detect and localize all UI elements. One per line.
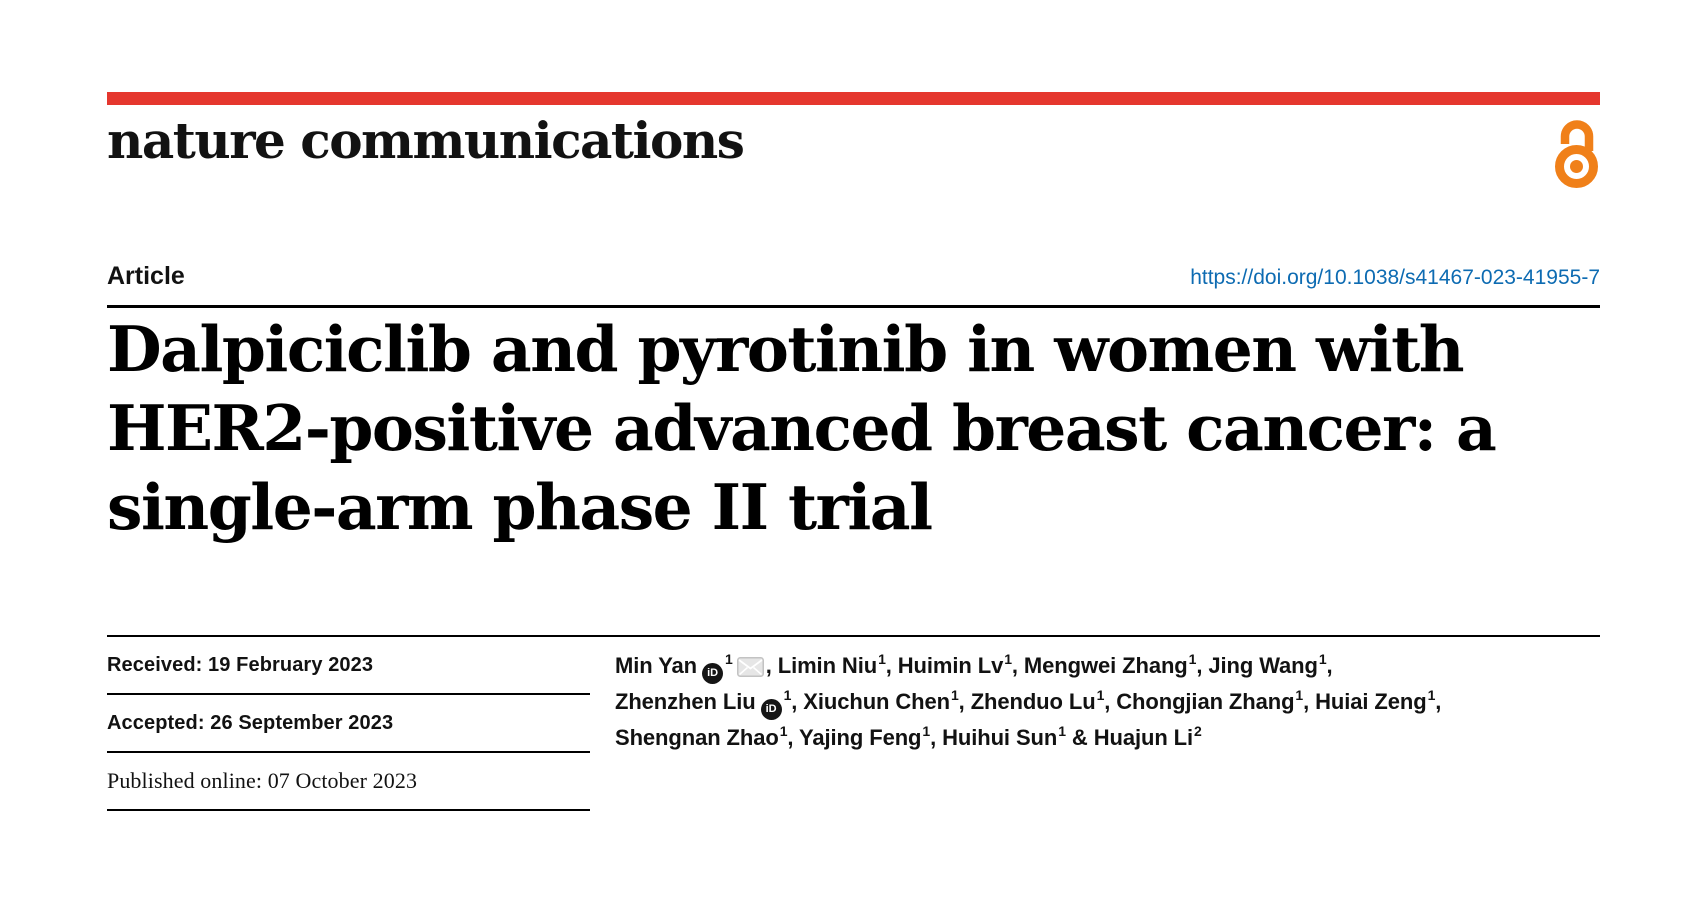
accepted-date-text: Accepted: 26 September 2023 [107, 711, 394, 734]
affiliation-superscript: 1 [1096, 686, 1105, 703]
author-name-text: , Zhenduo Lu [958, 689, 1096, 714]
author-name-text: , Huimin Lv [885, 653, 1004, 678]
published-date-text: Published online: 07 October 2023 [107, 768, 418, 793]
meta-row: Received: 19 February 2023 Accepted: 26 … [107, 637, 1600, 811]
author-name-text: Zhenzhen Liu [615, 689, 756, 714]
affiliation-superscript: 1 [1318, 650, 1327, 667]
article-type-label: Article [107, 262, 185, 290]
history-dates-column: Received: 19 February 2023 Accepted: 26 … [107, 637, 590, 811]
author-line: Zhenzhen Liu iD1, Xiuchun Chen1, Zhenduo … [615, 684, 1520, 720]
open-access-icon [1555, 120, 1598, 188]
article-title: Dalpiciclib and pyrotinib in women with … [107, 310, 1600, 547]
author-name-text: , Mengwei Zhang [1011, 653, 1188, 678]
received-date-text: Received: 19 February 2023 [107, 653, 374, 676]
author-name-text: , Xiuchun Chen [791, 689, 950, 714]
affiliation-superscript: 1 [1188, 650, 1197, 667]
brand-red-bar [107, 92, 1600, 105]
affiliation-superscript: 1 [922, 722, 931, 739]
accepted-date-row: Accepted: 26 September 2023 [107, 695, 590, 753]
affiliation-superscript: 1 [950, 686, 959, 703]
article-first-page: nature communications Article https://do… [107, 92, 1600, 811]
author-name-text: , Yajing Feng [787, 725, 922, 750]
affiliation-superscript: 1 [1004, 650, 1012, 667]
title-line-2: HER2-positive advanced breast cancer: a [107, 391, 1497, 465]
doi-link[interactable]: https://doi.org/10.1038/s41467-023-41955… [1190, 266, 1600, 289]
author-name-text: , Huiai Zeng [1303, 689, 1427, 714]
affiliation-superscript: 1 [1058, 722, 1066, 739]
affiliation-superscript: 1 [779, 722, 788, 739]
published-date-row: Published online: 07 October 2023 [107, 753, 590, 811]
envelope-icon[interactable] [736, 657, 764, 677]
orcid-icon[interactable]: iD [760, 698, 782, 720]
affiliation-superscript: 1 [725, 650, 733, 667]
author-name-text: , Jing Wang [1196, 653, 1318, 678]
orcid-icon[interactable]: iD [702, 662, 724, 684]
title-line-1: Dalpiciclib and pyrotinib in women with [107, 312, 1465, 386]
author-name-text: , Limin Niu [765, 653, 878, 678]
author-name-text: , Chongjian Zhang [1104, 689, 1295, 714]
title-line-3: single-arm phase II trial [107, 470, 933, 544]
meta-top-rule [107, 635, 1600, 637]
received-date-row: Received: 19 February 2023 [107, 637, 590, 695]
authors-block: Min Yan iD1, Limin Niu1, Huimin Lv1, Meng… [615, 637, 1520, 756]
affiliation-superscript: 1 [1295, 686, 1304, 703]
author-name-text: Shengnan Zhao [615, 725, 779, 750]
author-line: Shengnan Zhao1, Yajing Feng1, Huihui Sun… [615, 720, 1520, 756]
header-rule [107, 305, 1600, 308]
masthead: nature communications [107, 112, 1600, 192]
article-header-row: Article https://doi.org/10.1038/s41467-0… [107, 262, 1600, 291]
author-name-text: , [1326, 653, 1333, 678]
author-name-text: & Huajun Li [1065, 725, 1194, 750]
journal-logo: nature communications [107, 111, 745, 170]
author-line: Min Yan iD1, Limin Niu1, Huimin Lv1, Meng… [615, 648, 1520, 684]
affiliation-superscript: 1 [878, 650, 886, 667]
affiliation-superscript: 1 [783, 686, 792, 703]
affiliation-superscript: 1 [1427, 686, 1436, 703]
author-name-text: Min Yan [615, 653, 698, 678]
author-name-text: , Huihui Sun [930, 725, 1058, 750]
author-name-text: , [1435, 689, 1442, 714]
affiliation-superscript: 2 [1194, 722, 1202, 739]
